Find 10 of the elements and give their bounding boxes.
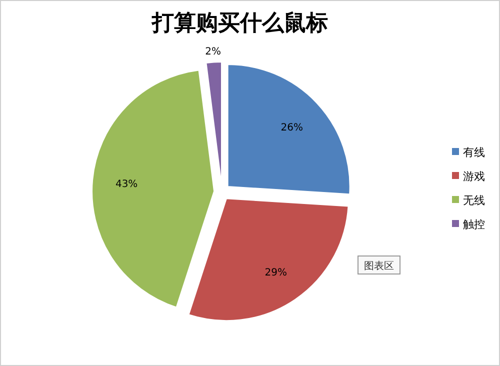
legend-label: 游戏 bbox=[463, 170, 485, 183]
legend-label: 无线 bbox=[463, 194, 485, 207]
legend-label: 有线 bbox=[463, 146, 485, 159]
chart-title: 打算购买什么鼠标 bbox=[151, 10, 328, 35]
text: 图表区 bbox=[364, 260, 394, 272]
data-label: 43% bbox=[115, 178, 138, 190]
data-label: 2% bbox=[205, 46, 222, 58]
legend-label: 触控 bbox=[463, 219, 485, 231]
data-label: 29% bbox=[264, 267, 287, 278]
data-label: 26% bbox=[280, 122, 303, 134]
